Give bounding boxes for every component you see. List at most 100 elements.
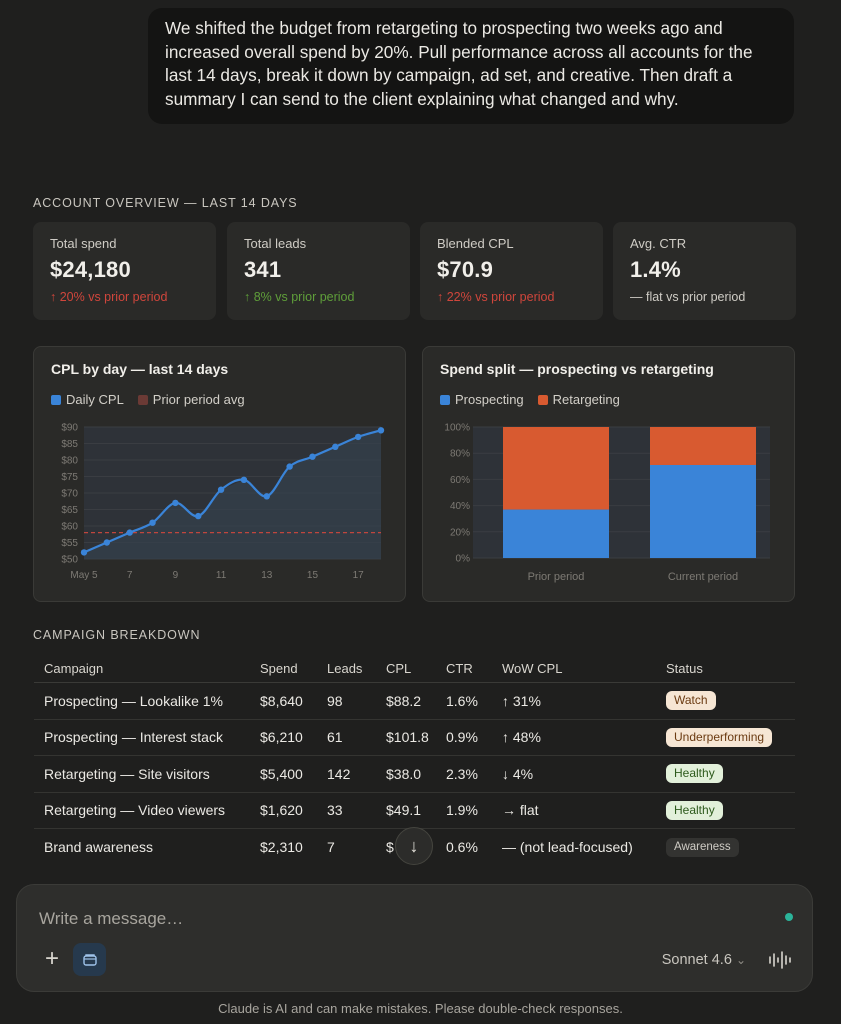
cell-leads: 7 — [327, 838, 335, 855]
kpi-card-spend: Total spend $24,180 ↑ 20% vs prior perio… — [33, 222, 216, 320]
kpi-value: 341 — [244, 257, 282, 282]
cell-campaign: Prospecting — Lookalike 1% — [34, 682, 250, 720]
campaign-table: Campaign Spend Leads CPL CTR WoW CPL Sta… — [34, 655, 795, 865]
data-point — [332, 443, 339, 450]
user-message: We shifted the budget from retargeting t… — [148, 8, 794, 124]
x-tick-label: 17 — [353, 570, 365, 581]
x-tick-label: 7 — [127, 570, 133, 581]
x-tick-label: 13 — [261, 570, 273, 581]
cell-cpl: $101.8 — [376, 719, 436, 756]
y-tick-label: $65 — [61, 505, 78, 516]
cell-wow-cpl: → flat — [492, 792, 656, 829]
kpi-value: $24,180 — [50, 257, 131, 282]
bar-prospecting — [650, 464, 756, 558]
kpi-delta: ↑ 8% vs prior period — [244, 290, 355, 304]
message-input[interactable]: Write a message… — [39, 909, 184, 928]
legend-label: Daily CPL — [66, 392, 124, 407]
cell-campaign: Retargeting — Video viewers — [34, 792, 250, 829]
y-tick-label: 60% — [450, 475, 470, 486]
table-row: Retargeting — Video viewers $1,620 33 $49.1… — [34, 792, 795, 829]
cell-campaign: Brand awareness — [44, 838, 153, 855]
y-tick-label: $90 — [61, 423, 78, 434]
data-point — [286, 463, 293, 470]
cell-ctr: 0.9% — [436, 719, 492, 756]
cell-ctr: 2.3% — [436, 755, 492, 793]
table-row: Brand awareness $2,310 7 $0.6% — (not lead-f… — [34, 829, 795, 865]
cell-campaign: Retargeting — Site visitors — [34, 755, 250, 793]
y-tick-label: $80 — [61, 456, 78, 467]
y-tick-label: 0% — [456, 554, 471, 565]
status-badge: Awareness — [666, 837, 739, 857]
status-badge: Underperforming — [666, 727, 773, 747]
cell-wow-cpl: ↑ 48% — [492, 719, 656, 756]
kpi-label: Blended CPL — [437, 236, 514, 251]
table-header-row: Campaign Spend Leads CPL CTR WoW CPL Sta… — [34, 655, 795, 683]
kpi-delta: — flat vs prior period — [630, 290, 746, 304]
cell-cpl: $ — [386, 838, 394, 855]
data-point — [263, 493, 270, 500]
data-point — [354, 433, 362, 441]
plus-icon: + — [44, 945, 59, 972]
legend-label: Prior period avg — [152, 392, 245, 407]
cell-status: Healthy — [656, 792, 795, 829]
cell-leads: 61 — [317, 719, 376, 756]
y-tick-label: $60 — [61, 522, 78, 533]
table-row: Prospecting — Lookalike 1% $8,640 98 $88.2 1… — [34, 682, 795, 720]
add-attachment-button[interactable]: + — [41, 945, 63, 972]
kpi-label: Total leads — [244, 236, 307, 251]
kpi-label: Avg. CTR — [630, 236, 687, 251]
spend-split-bar-chart: 0% 20% 40% 60% 80% 100% Prior period Current pe… — [444, 423, 770, 583]
col-status: Status — [656, 655, 795, 683]
cell-leads: 33 — [317, 792, 376, 829]
data-point — [149, 519, 156, 526]
bar-retargeting — [503, 427, 609, 510]
cell-status: Underperforming — [656, 719, 795, 756]
model-selector[interactable]: Sonnet 4.6 ⌄ — [662, 952, 746, 968]
legend-swatch — [137, 394, 148, 405]
x-tick-label: May 5 — [70, 570, 98, 581]
col-ctr: CTR — [436, 655, 492, 683]
model-name: Sonnet 4.6 — [661, 952, 732, 968]
cell-spend: $6,210 — [250, 719, 317, 756]
cell-wow-cpl: ↓ 4% — [492, 755, 656, 793]
cell-cpl: $49.1 — [376, 792, 436, 829]
cell-status: Awareness — [656, 829, 795, 865]
legend-swatch — [51, 394, 61, 405]
voice-mode-button[interactable] — [768, 951, 792, 974]
waveform-icon — [769, 951, 791, 969]
kpi-card-ctr: Avg. CTR 1.4% — flat vs prior period — [613, 222, 796, 320]
status-dot-icon — [785, 913, 793, 921]
y-tick-label: $55 — [61, 538, 78, 549]
cell-leads: 142 — [317, 755, 376, 793]
cpl-chart-card: CPL by day — last 14 days Daily CPL Prio… — [33, 346, 406, 602]
project-button[interactable] — [73, 943, 106, 976]
kpi-value: $70.9 — [437, 257, 494, 282]
legend-swatch — [440, 394, 450, 405]
x-tick-label: 11 — [216, 570, 227, 581]
cpl-chart-legend: Daily CPL Prior period avg — [51, 392, 245, 407]
cell-ctr: 1.6% — [436, 682, 492, 720]
disclaimer: Claude is AI and can make mistakes. Plea… — [218, 1001, 623, 1016]
data-point — [377, 427, 385, 434]
legend-label: Retargeting — [552, 392, 620, 407]
legend-item-retargeting: Retargeting — [537, 392, 620, 407]
kpi-delta: ↑ 20% vs prior period — [50, 290, 168, 304]
kpi-card-cpl: Blended CPL $70.9 ↑ 22% vs prior period — [420, 222, 603, 320]
scroll-down-button[interactable]: ↓ — [395, 827, 433, 865]
x-tick-label: 9 — [173, 570, 179, 581]
cell-status: Healthy — [656, 755, 795, 793]
data-point — [172, 499, 179, 507]
spend-split-title: Spend split — prospecting vs retargeting — [440, 361, 714, 377]
data-point — [240, 476, 248, 483]
legend-item-daily-cpl: Daily CPL — [51, 392, 124, 407]
kpi-delta: ↑ 22% vs prior period — [437, 290, 555, 304]
cell-spend: $2,310 — [260, 838, 303, 855]
bar-prospecting — [503, 509, 609, 558]
data-point — [195, 512, 202, 520]
cpl-chart-title: CPL by day — last 14 days — [51, 361, 229, 377]
cell-spend: $1,620 — [250, 792, 317, 829]
col-campaign: Campaign — [34, 655, 250, 683]
cell-ctr: 1.9% — [436, 792, 492, 829]
legend-item-prior-avg: Prior period avg — [137, 392, 245, 407]
cell-status: Watch — [656, 682, 795, 720]
